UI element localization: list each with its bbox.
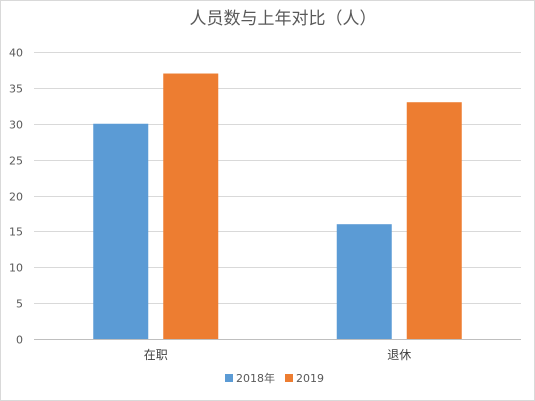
y-tick-label: 40 (9, 47, 23, 60)
bar-1-0 (336, 224, 392, 339)
legend-label-1: 2019 (296, 372, 324, 385)
legend: 2018年 2019 (225, 371, 324, 385)
bar-1-1 (406, 102, 462, 339)
x-category-label: 在职 (144, 348, 168, 362)
bar-0-1 (163, 73, 219, 340)
legend-label-0: 2018年 (236, 371, 275, 385)
y-tick-label: 20 (9, 191, 23, 204)
legend-swatch-1 (285, 374, 293, 382)
chart-title: 人员数与上年对比（人） (190, 9, 377, 29)
y-tick-label: 10 (9, 262, 23, 275)
x-axis-labels: 在职 退休 (144, 348, 412, 362)
y-tick-label: 0 (16, 334, 23, 347)
legend-swatch-0 (225, 374, 233, 382)
y-tick-label: 5 (16, 298, 23, 311)
y-axis-ticks: 0 5 10 15 20 25 30 35 40 (9, 47, 23, 347)
y-tick-label: 15 (9, 226, 23, 239)
x-category-label: 退休 (387, 348, 411, 362)
y-tick-label: 25 (9, 155, 23, 168)
bar-0-0 (93, 123, 149, 339)
y-tick-label: 30 (9, 119, 23, 132)
y-tick-label: 35 (9, 83, 23, 96)
bars (93, 73, 462, 340)
